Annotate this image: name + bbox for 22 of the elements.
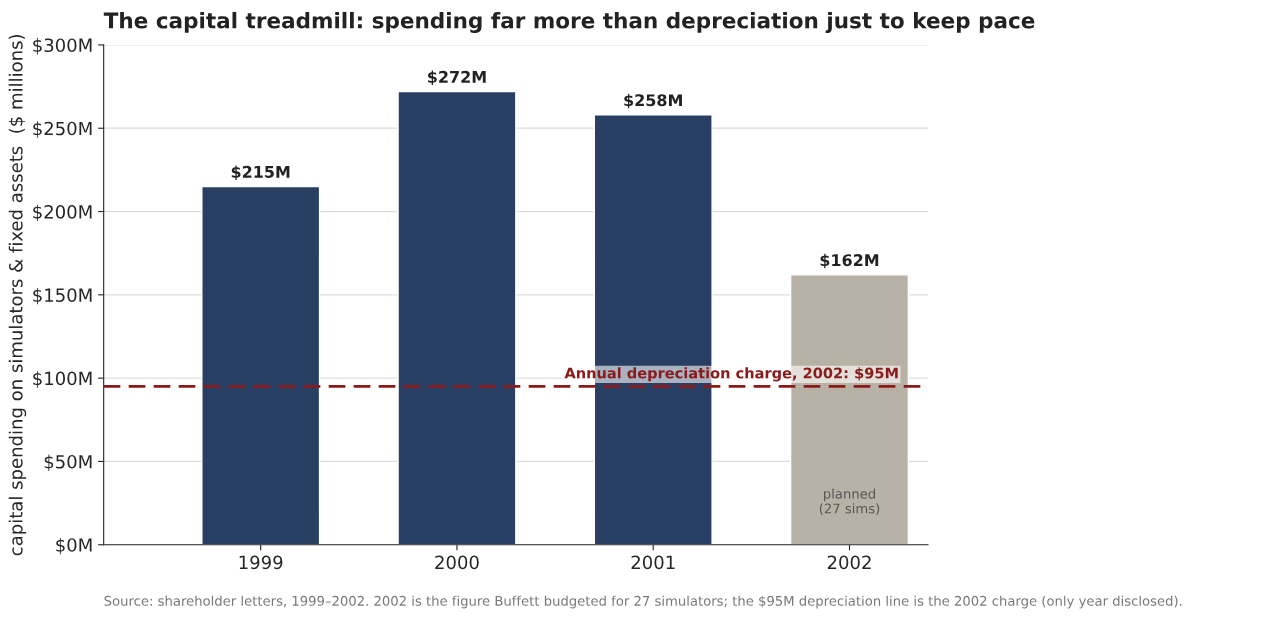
y-tick-label: $300M bbox=[33, 38, 92, 55]
chart-title: The capital treadmill: spending far more than depreciation just to keep pace bbox=[103, 11, 1035, 33]
source-note: Source: shareholder letters, 1999–2002. 2002 is the figure Buffett budgeted for 27 simulators; the $95M depreciation line is the 2002 charge (only year disclosed). bbox=[104, 595, 1182, 609]
x-tick-label: 1999 bbox=[239, 555, 283, 570]
data-label: $258M bbox=[624, 93, 682, 109]
annotation: planned (27 sims) bbox=[819, 488, 880, 516]
y-tick-label: $250M bbox=[33, 121, 92, 138]
y-tick-label: $200M bbox=[33, 204, 92, 222]
data-label: $272M bbox=[428, 70, 486, 86]
y-tick-label: $0M bbox=[56, 537, 92, 555]
x-tick-label: 2001 bbox=[631, 555, 675, 570]
x-tick-label: 2000 bbox=[435, 555, 479, 570]
data-label: $215M bbox=[231, 165, 290, 181]
y-tick-label: $100M bbox=[33, 371, 92, 388]
bar bbox=[397, 90, 517, 545]
y-tick-label: $50M bbox=[44, 454, 92, 471]
data-label: $162M bbox=[820, 253, 879, 269]
x-tick-label: 2002 bbox=[827, 555, 871, 570]
bar bbox=[201, 185, 321, 545]
ref-line-label: Annual depreciation charge, 2002: $95M bbox=[564, 367, 898, 382]
y-tick-label: $150M bbox=[33, 287, 92, 305]
y-axis-title: capital spending on simulators & fixed assets ($ millions) bbox=[8, 34, 27, 556]
